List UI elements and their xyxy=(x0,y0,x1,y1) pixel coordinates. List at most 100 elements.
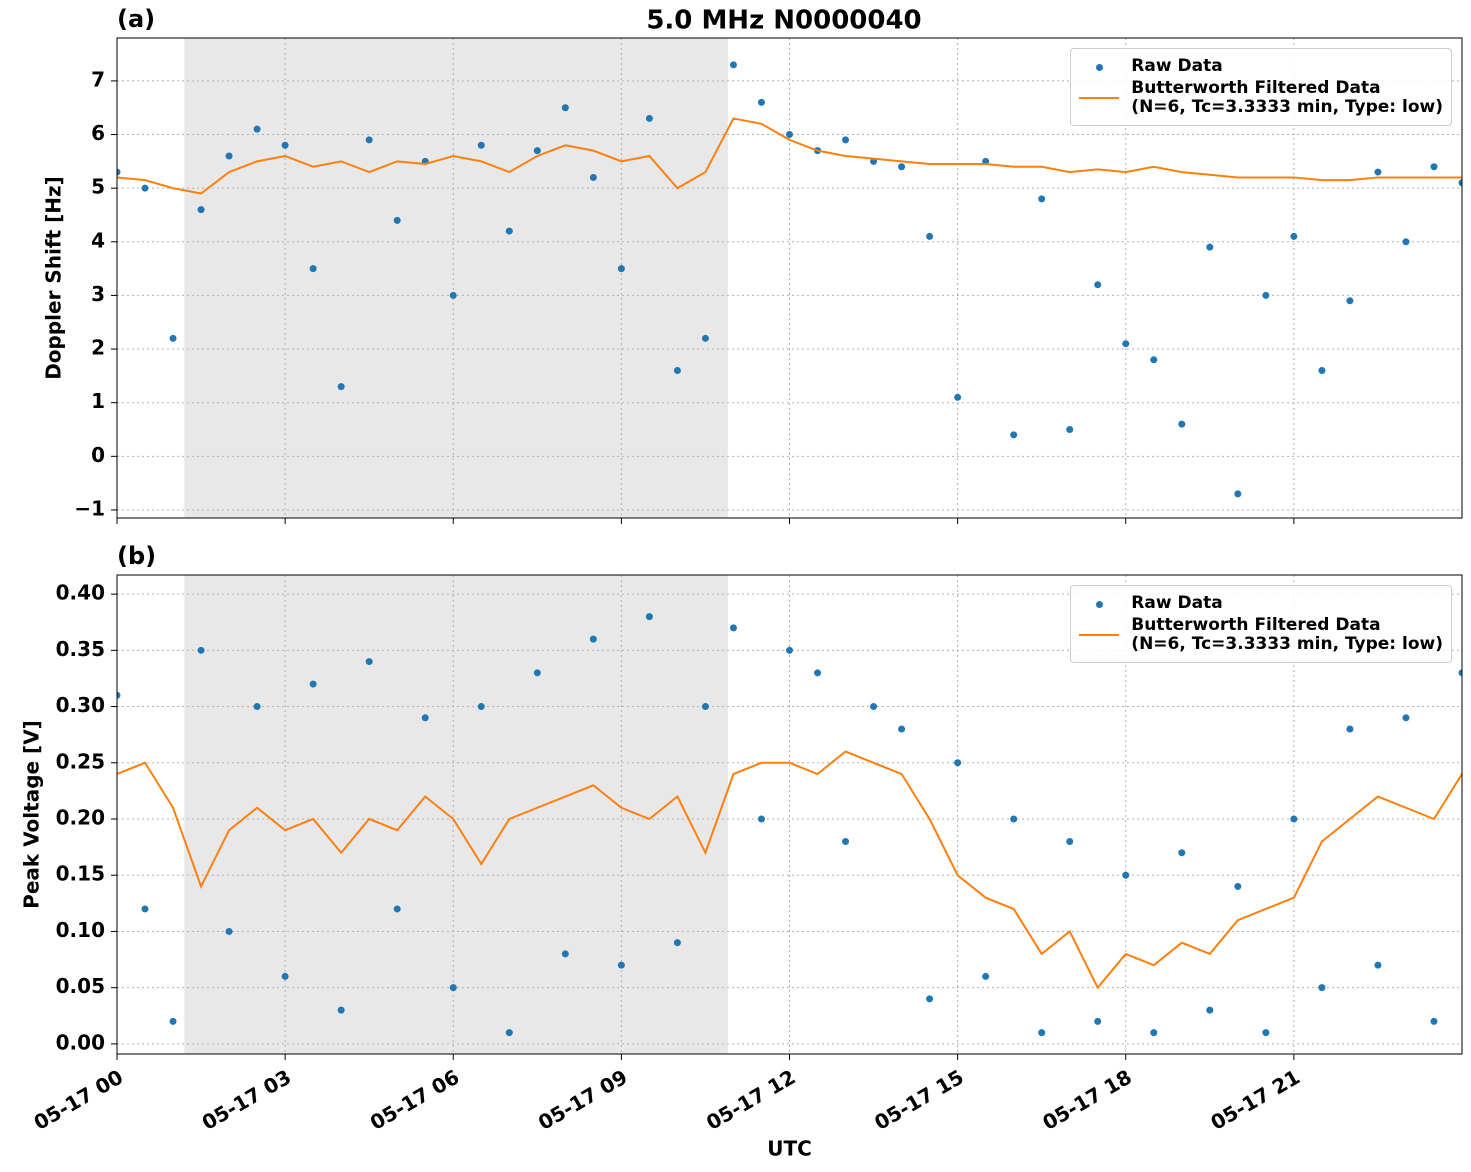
raw-point xyxy=(365,136,373,144)
axes-frame xyxy=(116,37,1463,519)
y-tick-label: 0.40 xyxy=(56,581,105,605)
raw-point xyxy=(197,646,205,654)
raw-point xyxy=(729,61,737,69)
raw-point xyxy=(757,98,765,106)
legend-key xyxy=(1079,616,1120,636)
y-tick-label: −1 xyxy=(74,496,105,520)
raw-point xyxy=(117,168,121,176)
raw-point xyxy=(337,1006,345,1014)
raw-point xyxy=(197,206,205,214)
legend: Raw Data Butterworth Filtered Data (N=6, … xyxy=(1070,585,1452,663)
legend-dot xyxy=(1096,64,1104,71)
raw-point xyxy=(1346,297,1354,305)
raw-point xyxy=(477,141,485,149)
raw-point xyxy=(1430,163,1438,171)
raw-point xyxy=(898,163,906,171)
raw-point xyxy=(449,291,457,299)
x-tick-label: 05-17 03 xyxy=(198,1065,296,1135)
raw-point xyxy=(673,939,681,947)
raw-point xyxy=(589,635,597,643)
legend-key xyxy=(1079,594,1119,614)
y-tick-label: 4 xyxy=(91,228,105,252)
raw-point xyxy=(1066,426,1074,434)
x-tick-label: 05-17 18 xyxy=(1038,1065,1136,1135)
x-tick-label: 05-17 00 xyxy=(30,1065,128,1135)
raw-point xyxy=(393,905,401,913)
x-tick-label: 05-17 06 xyxy=(366,1065,464,1135)
raw-point xyxy=(393,216,401,224)
raw-point xyxy=(169,334,177,342)
raw-point xyxy=(1094,281,1102,289)
legend-entry: Raw Data xyxy=(1079,57,1443,77)
y-tick-label: 0.20 xyxy=(56,805,105,829)
raw-point xyxy=(870,703,878,711)
raw-point xyxy=(842,136,850,144)
x-axis-label: UTC xyxy=(767,1137,812,1161)
raw-point xyxy=(1458,669,1462,677)
raw-point xyxy=(617,961,625,969)
raw-point xyxy=(645,613,653,621)
y-axis-label: Peak Voltage [V] xyxy=(20,720,44,909)
raw-point xyxy=(449,984,457,992)
raw-point xyxy=(701,703,709,711)
x-tick-label: 05-17 12 xyxy=(702,1065,800,1135)
legend-key xyxy=(1079,79,1120,99)
raw-point xyxy=(1094,1017,1102,1025)
y-tick-label: 7 xyxy=(91,67,105,91)
raw-point xyxy=(1150,356,1158,364)
y-tick-label: 0.15 xyxy=(56,862,105,886)
y-tick-label: 6 xyxy=(91,121,105,145)
legend-entry: Butterworth Filtered Data (N=6, Tc=3.333… xyxy=(1079,616,1443,654)
y-tick-label: 2 xyxy=(91,336,105,360)
series xyxy=(117,117,1462,195)
raw-point xyxy=(365,658,373,666)
raw-point xyxy=(1290,232,1298,240)
raw-point xyxy=(786,131,793,139)
raw-point xyxy=(337,383,345,391)
raw-point xyxy=(1066,837,1074,845)
y-tick-label: 0 xyxy=(91,443,105,467)
y-tick-label: 0.10 xyxy=(56,918,105,942)
x-tick-label: 05-17 21 xyxy=(1206,1065,1304,1135)
raw-point xyxy=(1318,984,1326,992)
raw-point xyxy=(1206,243,1214,251)
raw-point xyxy=(1374,961,1382,969)
raw-point xyxy=(786,646,793,654)
raw-point xyxy=(533,147,541,155)
raw-point xyxy=(1346,725,1354,733)
raw-point xyxy=(1038,195,1046,203)
raw-point xyxy=(1122,871,1130,879)
legend-entry: Raw Data xyxy=(1079,594,1443,614)
filtered-line xyxy=(117,750,1462,990)
y-tick-label: 0.25 xyxy=(56,749,105,773)
raw-point xyxy=(117,691,121,699)
raw-point xyxy=(1430,1017,1438,1025)
y-tick-label: 0.05 xyxy=(56,974,105,998)
y-tick-label: 5 xyxy=(91,175,105,199)
raw-point xyxy=(1290,815,1298,823)
raw-point xyxy=(141,905,149,913)
raw-point xyxy=(1010,815,1018,823)
raw-point xyxy=(814,669,822,677)
raw-point xyxy=(253,703,261,711)
legend-dot xyxy=(1096,601,1104,608)
raw-point xyxy=(926,995,934,1003)
raw-point xyxy=(673,367,681,375)
raw-point xyxy=(1374,168,1382,176)
raw-point xyxy=(1318,367,1326,375)
legend-entry: Butterworth Filtered Data (N=6, Tc=3.333… xyxy=(1079,79,1443,117)
raw-point xyxy=(645,114,653,122)
raw-point xyxy=(1458,179,1462,187)
filtered-line xyxy=(117,117,1462,195)
raw-point xyxy=(729,624,737,632)
raw-point xyxy=(842,837,850,845)
legend-label: Butterworth Filtered Data (N=6, Tc=3.333… xyxy=(1131,78,1443,117)
raw-point xyxy=(309,265,317,273)
raw-point xyxy=(1234,882,1242,890)
y-tick-label: 0.35 xyxy=(56,637,105,661)
axes-frame xyxy=(116,574,1463,1055)
raw-point xyxy=(1234,490,1242,498)
legend-line xyxy=(1079,97,1120,99)
raw-point xyxy=(477,703,485,711)
